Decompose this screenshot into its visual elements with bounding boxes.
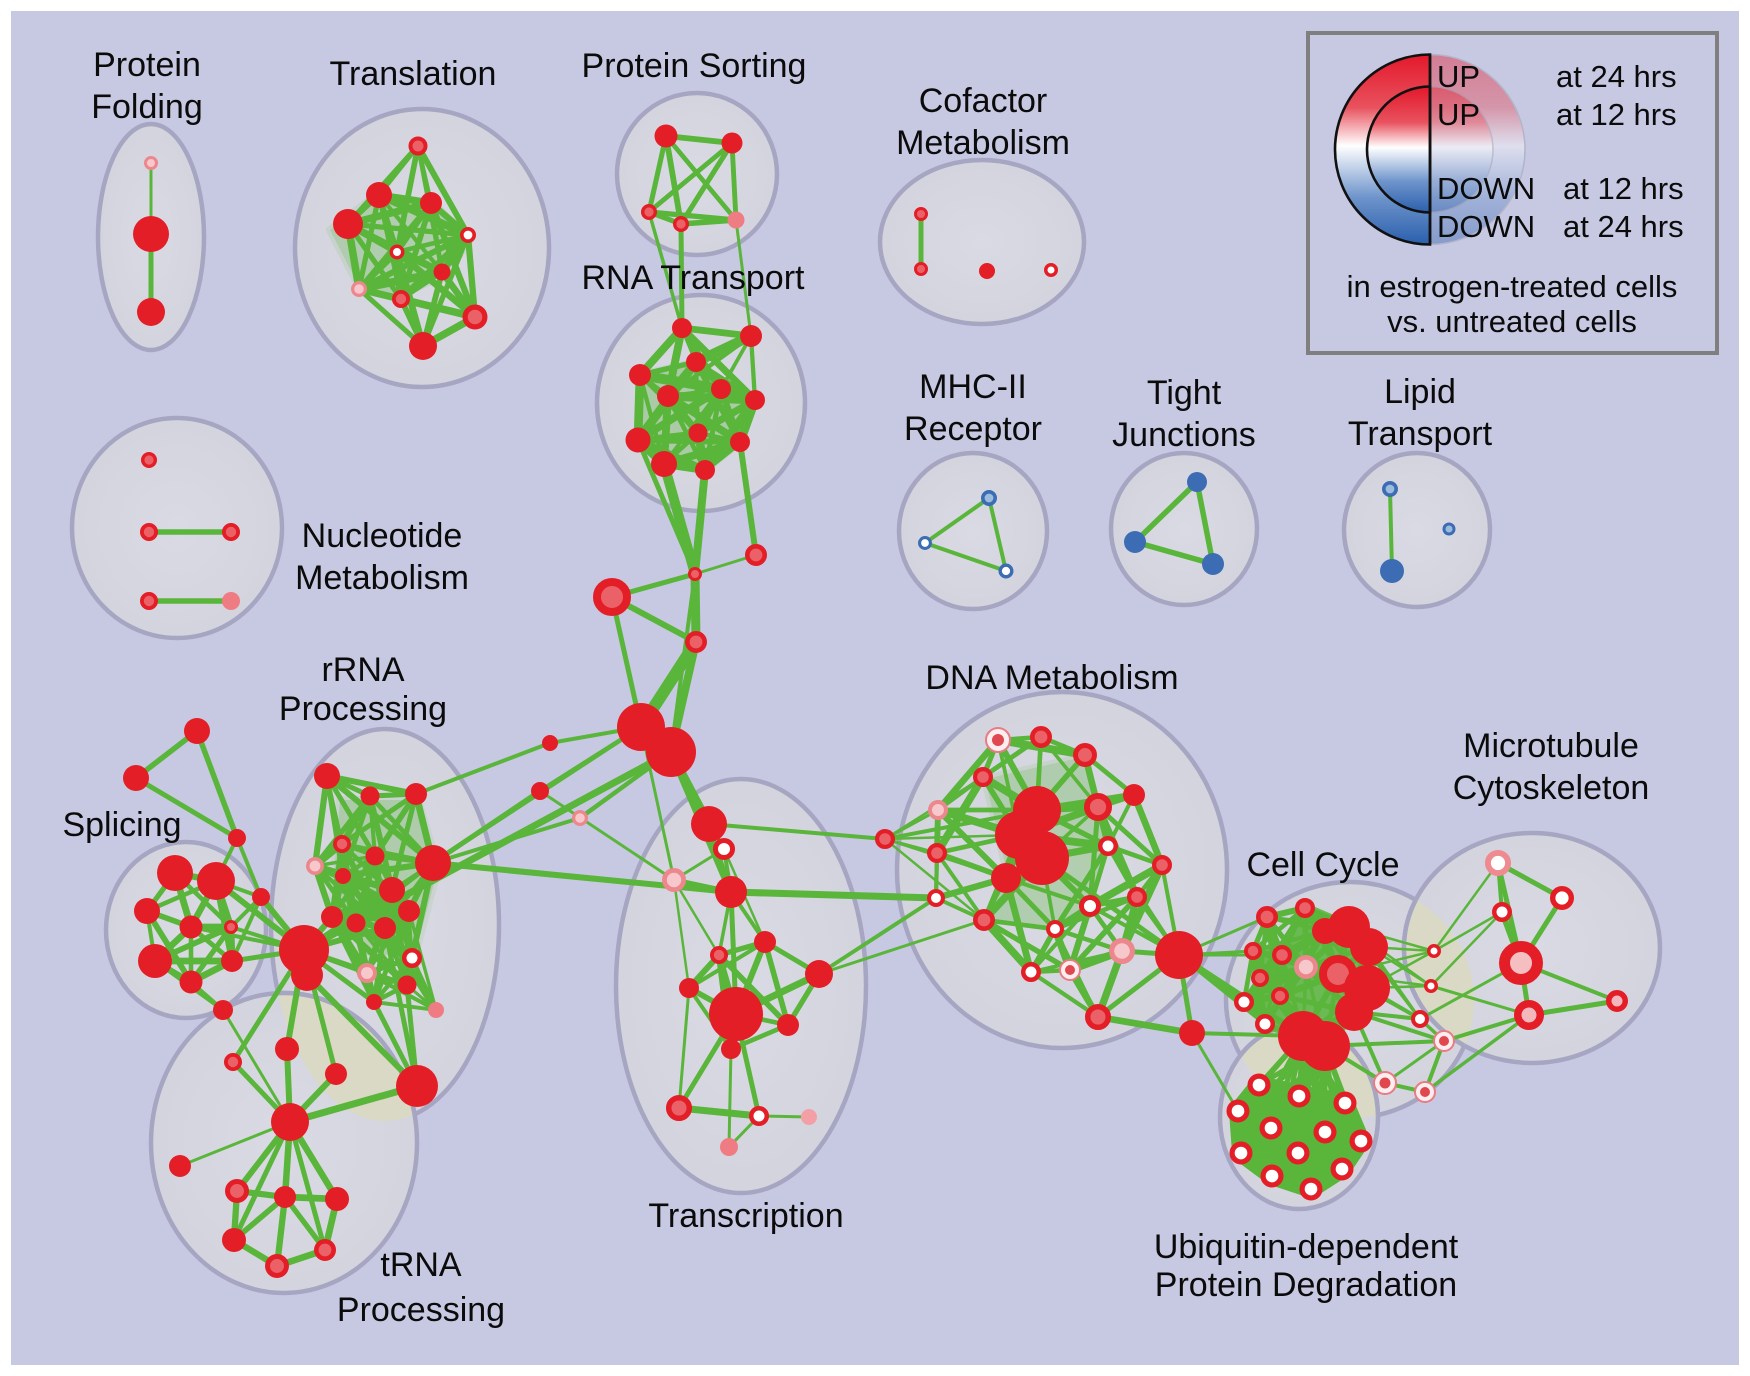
svg-text:Microtubule: Microtubule [1463, 727, 1639, 765]
svg-text:Protein: Protein [93, 46, 201, 84]
svg-text:DOWN: DOWN [1437, 209, 1535, 244]
svg-text:Translation: Translation [330, 55, 497, 93]
svg-text:UP: UP [1437, 97, 1480, 132]
svg-text:UP: UP [1437, 59, 1480, 94]
svg-text:Cofactor: Cofactor [919, 82, 1048, 120]
svg-text:Protein Degradation: Protein Degradation [1155, 1266, 1457, 1304]
svg-text:vs. untreated cells: vs. untreated cells [1387, 304, 1637, 339]
svg-text:at 24 hrs: at 24 hrs [1556, 59, 1677, 94]
svg-text:at 12 hrs: at 12 hrs [1563, 171, 1684, 206]
svg-text:Ubiquitin-dependent: Ubiquitin-dependent [1154, 1228, 1459, 1266]
svg-text:DOWN: DOWN [1437, 171, 1535, 206]
svg-text:Protein Sorting: Protein Sorting [582, 47, 807, 85]
svg-text:in estrogen-treated cells: in estrogen-treated cells [1347, 269, 1678, 304]
svg-text:Receptor: Receptor [904, 410, 1042, 448]
svg-text:Splicing: Splicing [62, 806, 181, 844]
svg-text:at 24 hrs: at 24 hrs [1563, 209, 1684, 244]
svg-text:Cytoskeleton: Cytoskeleton [1453, 769, 1650, 807]
svg-text:Junctions: Junctions [1112, 416, 1256, 454]
svg-text:Nucleotide: Nucleotide [302, 517, 463, 555]
svg-text:Tight: Tight [1147, 374, 1222, 412]
svg-text:Folding: Folding [91, 88, 203, 126]
svg-text:Transport: Transport [1348, 415, 1493, 453]
svg-text:RNA Transport: RNA Transport [582, 259, 806, 297]
svg-text:Lipid: Lipid [1384, 373, 1456, 411]
svg-text:DNA Metabolism: DNA Metabolism [925, 659, 1178, 697]
svg-text:Processing: Processing [337, 1291, 505, 1329]
svg-text:Processing: Processing [279, 690, 447, 728]
svg-text:Cell Cycle: Cell Cycle [1246, 846, 1399, 884]
svg-text:MHC-II: MHC-II [919, 368, 1027, 406]
svg-text:Metabolism: Metabolism [295, 559, 469, 597]
svg-text:Transcription: Transcription [648, 1197, 843, 1235]
svg-text:tRNA: tRNA [380, 1246, 462, 1284]
svg-text:rRNA: rRNA [321, 651, 404, 689]
svg-text:Metabolism: Metabolism [896, 124, 1070, 162]
svg-text:at 12 hrs: at 12 hrs [1556, 97, 1677, 132]
